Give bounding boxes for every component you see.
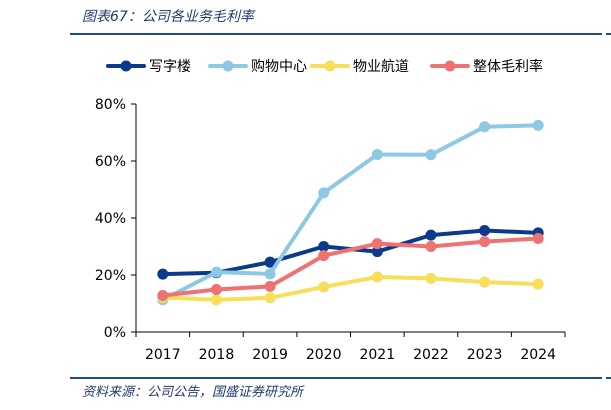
data-point bbox=[425, 149, 437, 161]
series-layer bbox=[157, 119, 544, 306]
legend-item: 购物中心 bbox=[208, 59, 307, 75]
legend-item: 物业航道 bbox=[310, 59, 409, 75]
data-point bbox=[479, 121, 491, 133]
legend-swatch-marker bbox=[120, 60, 132, 72]
legend-item: 写字楼 bbox=[106, 59, 191, 75]
source-note: 资料来源：公司公告，国盛证券研究所 bbox=[82, 385, 304, 400]
x-tick-label: 2024 bbox=[520, 347, 556, 363]
data-point bbox=[157, 290, 169, 302]
data-point bbox=[371, 246, 383, 258]
data-point bbox=[532, 119, 544, 131]
data-point bbox=[157, 268, 169, 280]
data-point bbox=[425, 241, 437, 252]
y-tick-label: 40% bbox=[95, 211, 126, 227]
data-point bbox=[264, 256, 276, 268]
x-tick-label: 2018 bbox=[199, 347, 235, 363]
x-tick-label: 2019 bbox=[252, 347, 288, 363]
series-group bbox=[157, 233, 544, 302]
x-axis: 2017 2018 2019 2020 2021 2022 2023 2024 bbox=[135, 331, 566, 363]
y-axis: 0% 20% 40% 60% 80% bbox=[95, 97, 137, 341]
top-divider bbox=[70, 33, 602, 35]
data-point bbox=[318, 250, 330, 262]
y-tick-label: 20% bbox=[95, 268, 126, 284]
data-point bbox=[479, 236, 491, 248]
y-tick-label: 60% bbox=[95, 154, 126, 170]
x-tick-label: 2023 bbox=[467, 347, 503, 363]
y-tick-label: 0% bbox=[104, 325, 126, 341]
y-tick-label: 80% bbox=[95, 97, 126, 113]
series-line bbox=[160, 236, 541, 298]
legend-item: 整体毛利率 bbox=[430, 58, 543, 75]
x-tick-label: 2021 bbox=[359, 347, 395, 363]
x-tick-label: 2020 bbox=[306, 347, 342, 363]
data-point bbox=[532, 233, 544, 245]
bottom-divider-tick bbox=[606, 377, 611, 379]
data-point bbox=[318, 187, 330, 199]
x-tick-label: 2022 bbox=[413, 347, 449, 363]
data-point bbox=[479, 276, 491, 288]
data-point bbox=[425, 272, 437, 284]
data-point bbox=[318, 281, 330, 293]
legend-swatch-marker bbox=[324, 60, 336, 72]
data-point bbox=[264, 280, 276, 292]
data-point bbox=[371, 271, 383, 283]
data-point bbox=[318, 241, 330, 252]
legend-label: 购物中心 bbox=[251, 59, 307, 75]
data-point bbox=[264, 268, 276, 280]
legend-label: 整体毛利率 bbox=[473, 58, 543, 75]
legend-swatch-marker bbox=[444, 60, 456, 72]
series-group bbox=[157, 271, 544, 306]
top-divider-tick bbox=[606, 33, 611, 35]
data-point bbox=[264, 292, 276, 304]
legend-label: 写字楼 bbox=[149, 59, 191, 75]
bottom-divider bbox=[70, 377, 602, 379]
data-point bbox=[479, 225, 491, 237]
chart-legend: 写字楼 购物中心 物业航道 整体毛利率 bbox=[106, 58, 543, 75]
data-point bbox=[425, 229, 437, 241]
data-point bbox=[371, 238, 383, 250]
series-line bbox=[160, 123, 541, 302]
data-point bbox=[210, 294, 222, 306]
data-point bbox=[210, 284, 222, 296]
data-point bbox=[371, 148, 383, 160]
data-point bbox=[532, 278, 544, 290]
legend-label: 物业航道 bbox=[353, 59, 409, 75]
data-point bbox=[210, 266, 222, 278]
figure-title: 图表67：公司各业务毛利率 bbox=[82, 9, 254, 25]
legend-swatch-marker bbox=[222, 60, 234, 72]
series-line bbox=[160, 274, 541, 302]
x-tick-label: 2017 bbox=[145, 347, 181, 363]
